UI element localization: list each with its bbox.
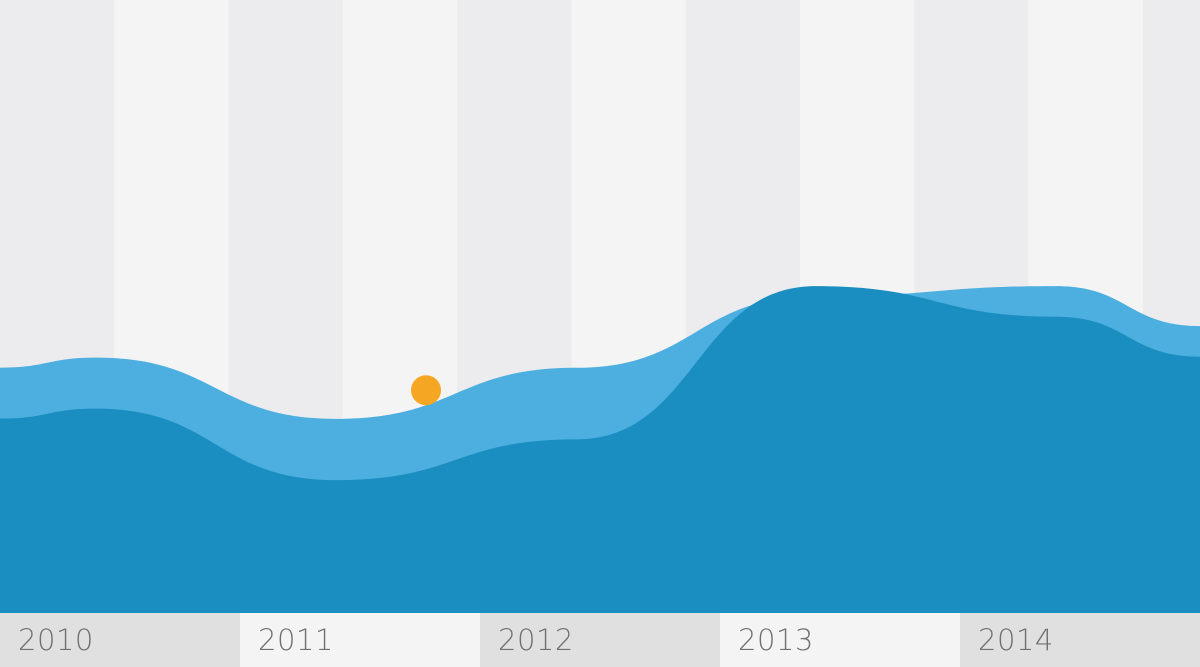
chart-plot-area — [0, 286, 1200, 613]
series-dark-blue-area — [0, 286, 1200, 613]
x-axis-year-bar: 2010 2011 2012 2013 2014 — [0, 613, 1200, 667]
x-axis-label-2013: 2013 — [720, 613, 960, 667]
x-axis-label-2011: 2011 — [240, 613, 480, 667]
x-axis-label-2012: 2012 — [480, 613, 720, 667]
x-axis-label-2010: 2010 — [0, 613, 240, 667]
x-axis-label-2014: 2014 — [960, 613, 1200, 667]
highlight-point-marker[interactable] — [411, 375, 441, 406]
